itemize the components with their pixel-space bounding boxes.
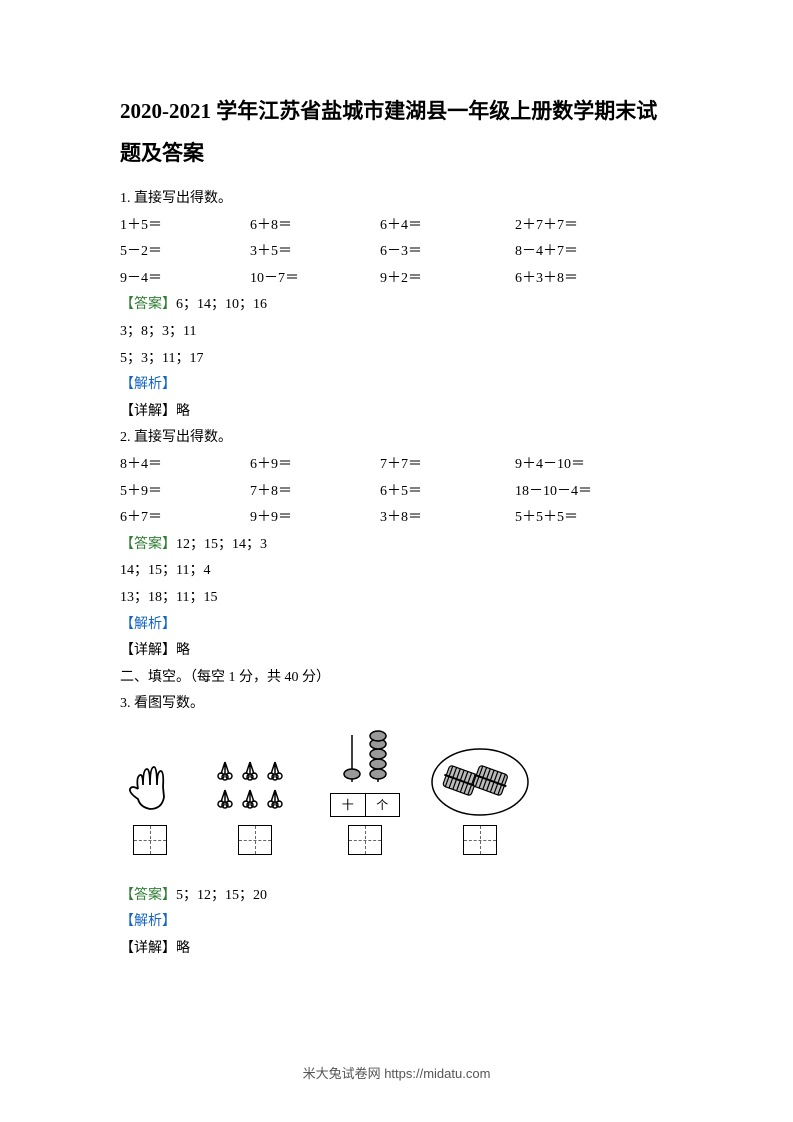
q2-r1c2: 6＋9＝: [250, 452, 380, 479]
q2-r1c1: 8＋4＝: [120, 452, 250, 479]
q1-row3: 9－4＝ 10－7＝ 9＋2＝ 6＋3＋8＝: [120, 266, 673, 293]
q2-ans2: 14；15；11；4: [120, 558, 673, 585]
answer-box-1: [133, 825, 167, 855]
q2-r1c4: 9＋4－10＝: [515, 452, 665, 479]
q1-r3c2: 10－7＝: [250, 266, 380, 293]
q2-ans3: 13；18；11；15: [120, 585, 673, 612]
figure-hand: [120, 757, 180, 855]
q1-row2: 5－2＝ 3＋5＝ 6－3＝ 8－4＋7＝: [120, 239, 673, 266]
answer-label: 【答案】: [120, 297, 176, 312]
q2-analysis: 【解析】: [120, 612, 673, 639]
q1-r1c1: 1＋5＝: [120, 213, 250, 240]
analysis-label: 【解析】: [120, 914, 176, 929]
q1-r3c4: 6＋3＋8＝: [515, 266, 665, 293]
q1-ans1: 6；14；10；16: [176, 297, 267, 312]
q1-ans3: 5；3；11；17: [120, 346, 673, 373]
q1-row1: 1＋5＝ 6＋8＝ 6＋4＝ 2＋7＋7＝: [120, 213, 673, 240]
sticks-icon: [430, 747, 530, 817]
abacus-ones: 个: [366, 794, 400, 816]
page-title: 2020-2021 学年江苏省盐城市建湖县一年级上册数学期末试题及答案: [120, 90, 673, 174]
q2-r2c2: 7＋8＝: [250, 479, 380, 506]
q3-ans: 5；12；15；20: [176, 888, 267, 903]
q2-detail: 【详解】略: [120, 638, 673, 665]
footer: 米大兔试卷网 https://midatu.com: [0, 1063, 793, 1082]
q3-answer: 【答案】5；12；15；20: [120, 883, 673, 910]
q1-r3c1: 9－4＝: [120, 266, 250, 293]
q1-ans2: 3；8；3；11: [120, 319, 673, 346]
analysis-label: 【解析】: [120, 377, 176, 392]
abacus-tens: 十: [331, 794, 366, 816]
answer-label: 【答案】: [120, 888, 176, 903]
q1-r1c3: 6＋4＝: [380, 213, 515, 240]
figure-abacus: 十 个: [330, 730, 400, 855]
q1-r1c2: 6＋8＝: [250, 213, 380, 240]
q2-row2: 5＋9＝ 7＋8＝ 6＋5＝ 18－10－4＝: [120, 479, 673, 506]
q2-r2c4: 18－10－4＝: [515, 479, 665, 506]
q2-row3: 6＋7＝ 9＋9＝ 3＋8＝ 5＋5＋5＝: [120, 505, 673, 532]
q1-r2c4: 8－4＋7＝: [515, 239, 665, 266]
analysis-label: 【解析】: [120, 617, 176, 632]
q2-r3c3: 3＋8＝: [380, 505, 515, 532]
q2-r3c2: 9＋9＝: [250, 505, 380, 532]
q1-r2c1: 5－2＝: [120, 239, 250, 266]
abacus-labels: 十 个: [330, 793, 400, 817]
q1-r2c3: 6－3＝: [380, 239, 515, 266]
q2-r3c4: 5＋5＋5＝: [515, 505, 665, 532]
hand-icon: [120, 757, 180, 817]
answer-box-4: [463, 825, 497, 855]
figure-sticks: [430, 747, 530, 855]
answer-box-2: [238, 825, 272, 855]
abacus-icon: [330, 730, 400, 785]
q1-r3c3: 9＋2＝: [380, 266, 515, 293]
cherries-icon: [210, 757, 300, 817]
q3-analysis: 【解析】: [120, 909, 673, 936]
q2-r3c1: 6＋7＝: [120, 505, 250, 532]
q1-label: 1. 直接写出得数。: [120, 186, 673, 213]
q2-r1c3: 7＋7＝: [380, 452, 515, 479]
answer-label: 【答案】: [120, 537, 176, 552]
q2-r2c3: 6＋5＝: [380, 479, 515, 506]
q1-r2c2: 3＋5＝: [250, 239, 380, 266]
q2-answer-line1: 【答案】12；15；14；3: [120, 532, 673, 559]
section2-header: 二、填空。（每空 1 分，共 40 分）: [120, 665, 673, 692]
q3-label: 3. 看图写数。: [120, 691, 673, 718]
figure-cherries: [210, 757, 300, 855]
q1-r1c4: 2＋7＋7＝: [515, 213, 665, 240]
answer-box-3: [348, 825, 382, 855]
q1-analysis: 【解析】: [120, 372, 673, 399]
q2-label: 2. 直接写出得数。: [120, 425, 673, 452]
q1-detail: 【详解】略: [120, 399, 673, 426]
q1-answer-line1: 【答案】6；14；10；16: [120, 292, 673, 319]
q2-row1: 8＋4＝ 6＋9＝ 7＋7＝ 9＋4－10＝: [120, 452, 673, 479]
q2-r2c1: 5＋9＝: [120, 479, 250, 506]
q3-figures: 十 个: [120, 730, 673, 855]
q2-ans1: 12；15；14；3: [176, 537, 267, 552]
q3-detail: 【详解】略: [120, 936, 673, 963]
